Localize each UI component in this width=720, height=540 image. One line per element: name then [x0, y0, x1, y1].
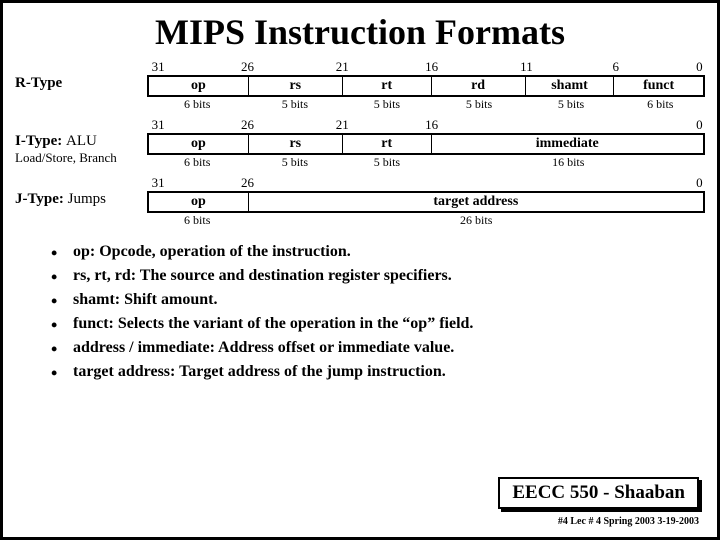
rtype-field-rs: rs: [249, 77, 343, 95]
formats-area: R-Type 312621161160 oprsrtrdshamtfunct 6…: [3, 59, 717, 229]
rtype-bitpos: 11: [520, 59, 533, 75]
itype-bitpos: 16: [425, 117, 438, 133]
rtype-bitpos-row: 31 26 21 16 11 6 0: [147, 59, 705, 75]
itype-field-op: op: [149, 135, 249, 153]
jtype-bitpos: 0: [696, 175, 703, 191]
jtype-sub1: Jumps: [68, 191, 106, 207]
list-item: rs, rt, rd: The source and destination r…: [51, 267, 687, 285]
list-item: target address: Target address of the ju…: [51, 363, 687, 381]
jtype-block: J-Type: Jumps 31 26 0 optarget address 6 b…: [15, 175, 705, 229]
rtype-bitpos: 6: [612, 59, 619, 75]
rtype-size: 6 bits: [147, 97, 247, 113]
footer-line: #4 Lec # 4 Spring 2003 3-19-2003: [558, 516, 699, 527]
itype-size-row: 6 bits5 bits5 bits16 bits: [147, 155, 705, 171]
rtype-size: 5 bits: [247, 97, 342, 113]
jtype-size: 26 bits: [247, 213, 705, 229]
itype-bitpos: 0: [696, 117, 703, 133]
rtype-field-rt: rt: [343, 77, 432, 95]
jtype-bitpos: 26: [241, 175, 254, 191]
jtype-diagram: 31 26 0 optarget address 6 bits26 bits: [147, 175, 705, 229]
list-item: shamt: Shift amount.: [51, 291, 687, 309]
jtype-field-row: optarget address: [147, 191, 705, 213]
rtype-label-text: R-Type: [15, 75, 62, 91]
list-item: address / immediate: Address offset or i…: [51, 339, 687, 357]
itype-field-immediate: immediate: [432, 135, 703, 153]
rtype-size: 5 bits: [432, 97, 527, 113]
list-item: funct: Selects the variant of the operat…: [51, 315, 687, 333]
rtype-field-op: op: [149, 77, 249, 95]
itype-size: 6 bits: [147, 155, 247, 171]
rtype-diagram: 312621161160 oprsrtrdshamtfunct 6 bits5 …: [147, 59, 705, 113]
itype-field-row: oprsrtimmediate: [147, 133, 705, 155]
itype-diagram: 312621160 oprsrtimmediate 6 bits5 bits5 …: [147, 117, 705, 171]
rtype-bitpos: 26: [241, 59, 254, 75]
rtype-field-row: oprsrtrdshamtfunct: [147, 75, 705, 97]
bullet-list: op: Opcode, operation of the instruction…: [3, 233, 717, 381]
footer-box: EECC 550 - Shaaban: [498, 477, 699, 509]
itype-block: I-Type: ALU Load/Store, Branch 31 26 21 16 0…: [15, 117, 705, 171]
itype-bitpos: 26: [241, 117, 254, 133]
rtype-block: R-Type 31 26 21 16 11 6 0 oprsrtrdshamtfunct 6…: [15, 59, 705, 113]
jtype-label: J-Type: Jumps: [15, 191, 145, 208]
list-item: op: Opcode, operation of the instruction…: [51, 243, 687, 261]
rtype-size-row: 6 bits5 bits5 bits5 bits5 bits6 bits: [147, 97, 705, 113]
itype-size: 16 bits: [432, 155, 705, 171]
itype-size: 5 bits: [342, 155, 431, 171]
rtype-size: 5 bits: [526, 97, 615, 113]
itype-label: I-Type: ALU Load/Store, Branch: [15, 133, 145, 166]
rtype-field-rd: rd: [432, 77, 526, 95]
jtype-field-op: op: [149, 193, 249, 211]
itype-sub2: Load/Store, Branch: [15, 150, 145, 166]
itype-bitpos: 21: [336, 117, 349, 133]
page-title: MIPS Instruction Formats: [3, 3, 717, 59]
jtype-size: 6 bits: [147, 213, 247, 229]
rtype-field-funct: funct: [614, 77, 703, 95]
rtype-size: 6 bits: [616, 97, 705, 113]
rtype-size: 5 bits: [342, 97, 431, 113]
rtype-field-shamt: shamt: [526, 77, 615, 95]
jtype-bitpos-row: 31 26 0: [147, 175, 705, 191]
jtype-field-target-address: target address: [249, 193, 703, 211]
rtype-bitpos: 31: [152, 59, 165, 75]
itype-sub1: ALU: [66, 133, 97, 149]
rtype-bitpos: 16: [425, 59, 438, 75]
rtype-bitpos: 0: [696, 59, 703, 75]
itype-label-text: I-Type:: [15, 133, 62, 149]
rtype-label: R-Type: [15, 75, 145, 92]
jtype-bitpos: 31: [152, 175, 165, 191]
itype-bitpos-row: 31 26 21 16 0: [147, 117, 705, 133]
itype-size: 5 bits: [247, 155, 342, 171]
itype-bitpos: 31: [152, 117, 165, 133]
jtype-size-row: 6 bits26 bits: [147, 213, 705, 229]
itype-field-rt: rt: [343, 135, 432, 153]
jtype-label-text: J-Type:: [15, 191, 64, 207]
itype-field-rs: rs: [249, 135, 343, 153]
rtype-bitpos: 21: [336, 59, 349, 75]
